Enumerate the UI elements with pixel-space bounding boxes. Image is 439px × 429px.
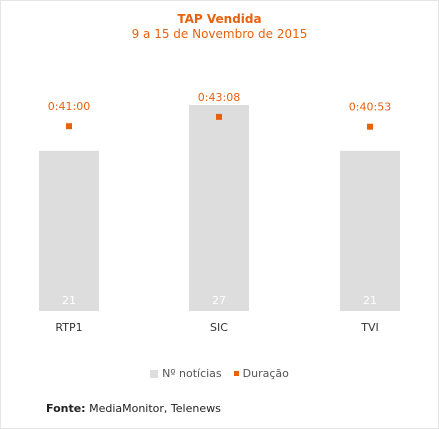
x-tick-label: SIC [210,321,228,334]
legend-item-noticias[interactable]: Nº notícias [150,367,222,380]
bar-value-label: 21 [363,294,377,307]
duration-point-sic [216,113,222,120]
source-note: Fonte: MediaMonitor, Telenews [46,402,221,415]
duration-label: 0:40:53 [349,101,391,114]
source-text: MediaMonitor, Telenews [89,402,221,415]
bar-sic [189,105,249,311]
legend-item-duracao[interactable]: Duração [233,367,289,380]
legend-duracao-label: Duração [242,367,289,380]
chart-subtitle: 9 a 15 de Novembro de 2015 [131,27,308,41]
x-tick-label: TVI [360,321,379,334]
source-label: Fonte: [46,402,86,415]
bar-value-label: 21 [62,294,76,307]
duration-point-tvi [367,123,373,130]
legend-noticias-label: Nº notícias [162,367,222,380]
bar-tvi [340,150,400,311]
legend-bar-swatch [150,369,159,378]
legend-dot-swatch [233,371,239,376]
x-tick-label: RTP1 [55,321,82,334]
chart-title: TAP Vendida [177,12,262,26]
chart-legend[interactable]: Nº notícias Duração [0,367,439,380]
duration-label: 0:43:08 [198,91,240,104]
bar-rtp1 [39,150,99,311]
duration-point-rtp1 [66,123,72,130]
bar-value-label: 27 [212,294,226,307]
duration-label: 0:41:00 [48,100,90,113]
